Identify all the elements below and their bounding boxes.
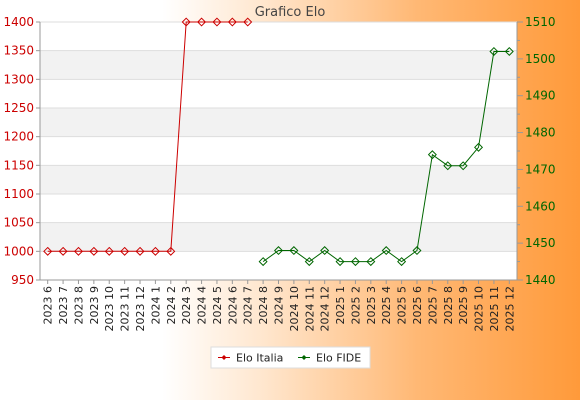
- y-right-tick-label: 1450: [525, 236, 556, 250]
- data-point: [489, 46, 499, 56]
- data-point: [366, 257, 376, 267]
- data-point: [58, 246, 68, 256]
- grid-band: [40, 194, 517, 223]
- grid-band: [40, 50, 517, 80]
- grid-band: [40, 251, 517, 280]
- y-left-tick-label: 950: [11, 273, 34, 287]
- data-point: [381, 246, 391, 256]
- x-tick-label: 2024 9: [273, 286, 286, 325]
- x-tick-label: 2023 7: [57, 286, 70, 325]
- x-tick-label: 2023 9: [88, 286, 101, 325]
- grid-band: [40, 165, 517, 194]
- series-line: [47, 21, 248, 252]
- data-point: [104, 246, 114, 256]
- legend-marker: [301, 355, 307, 360]
- x-tick-label: 2025 1: [334, 286, 347, 325]
- x-tick-label: 2025 4: [380, 286, 393, 325]
- data-point: [197, 17, 207, 27]
- y-right-tick-label: 1440: [525, 273, 556, 287]
- x-tick-label: 2023 11: [119, 286, 132, 332]
- legend-label: Elo Italia: [236, 352, 283, 365]
- x-tick-label: 2024 11: [303, 286, 316, 332]
- data-point: [258, 257, 268, 267]
- grid-band: [40, 108, 517, 137]
- legend-marker: [221, 355, 227, 360]
- x-tick-label: 2025 12: [503, 286, 516, 332]
- data-point: [412, 246, 422, 256]
- data-point: [458, 161, 468, 171]
- x-tick-label: 2025 6: [411, 286, 424, 325]
- legend-label: Elo FIDE: [316, 352, 361, 365]
- data-point: [73, 246, 83, 256]
- data-point: [150, 246, 160, 256]
- grid-band: [40, 22, 517, 51]
- y-left-tick-label: 1100: [3, 187, 34, 201]
- data-point: [304, 257, 314, 267]
- x-tick-label: 2025 10: [473, 286, 486, 332]
- y-right-tick-label: 1480: [525, 126, 556, 140]
- x-tick-label: 2025 3: [365, 286, 378, 325]
- y-right-tick-label: 1500: [525, 52, 556, 66]
- x-tick-label: 2025 9: [457, 286, 470, 325]
- data-point: [504, 46, 514, 56]
- y-right-tick-label: 1460: [525, 199, 556, 213]
- data-point: [273, 246, 284, 256]
- x-tick-label: 2024 2: [165, 286, 178, 325]
- x-tick-label: 2024 4: [196, 286, 209, 325]
- x-tick-label: 2024 7: [242, 286, 255, 325]
- data-point: [135, 246, 145, 256]
- chart-title: Grafico Elo: [255, 5, 326, 20]
- x-tick-label: 2024 8: [257, 286, 270, 325]
- x-tick-label: 2024 5: [211, 286, 224, 325]
- y-right-tick-label: 1490: [525, 89, 556, 103]
- data-point: [474, 142, 484, 152]
- x-tick-label: 2024 3: [180, 286, 193, 325]
- y-right-tick-label: 1510: [525, 15, 556, 29]
- y-left-tick-label: 1250: [3, 101, 34, 115]
- legend-box: [210, 346, 371, 369]
- data-point: [166, 246, 176, 256]
- data-point: [289, 246, 299, 256]
- data-point: [427, 150, 437, 160]
- x-tick-label: 2025 5: [396, 286, 409, 325]
- grid-band: [40, 136, 517, 166]
- x-tick-label: 2023 10: [103, 286, 116, 332]
- x-tick-label: 2023 8: [72, 286, 85, 325]
- x-tick-label: 2025 2: [349, 286, 362, 325]
- x-tick-label: 2023 12: [134, 286, 147, 332]
- y-left-tick-label: 1000: [3, 244, 34, 258]
- x-tick-label: 2024 1: [149, 286, 162, 325]
- data-point: [320, 246, 330, 256]
- data-point: [227, 17, 237, 27]
- data-point: [243, 17, 253, 27]
- grid-band: [40, 79, 517, 108]
- data-point: [89, 246, 99, 256]
- x-tick-label: 2025 7: [426, 286, 439, 325]
- y-left-tick-label: 1050: [3, 216, 34, 230]
- x-tick-label: 2025 11: [488, 286, 501, 332]
- data-point: [120, 246, 130, 256]
- data-point: [212, 17, 222, 27]
- y-left-tick-label: 1350: [3, 44, 34, 58]
- data-point: [397, 257, 407, 267]
- data-point: [350, 257, 360, 267]
- x-tick-label: 2025 8: [442, 286, 455, 325]
- x-tick-label: 2023 6: [42, 286, 55, 325]
- y-left-tick-label: 1400: [3, 15, 34, 29]
- y-left-tick-label: 1300: [3, 72, 34, 86]
- x-tick-label: 2024 6: [226, 286, 239, 325]
- y-left-tick-label: 1200: [3, 130, 34, 144]
- y-right-tick-label: 1470: [525, 162, 556, 176]
- x-tick-label: 2024 12: [319, 286, 332, 332]
- x-tick-label: 2024 10: [288, 286, 301, 332]
- data-point: [443, 161, 453, 171]
- data-point: [43, 246, 53, 256]
- y-left-tick-label: 1150: [3, 158, 34, 172]
- data-point: [181, 17, 191, 27]
- series-line: [262, 51, 510, 263]
- data-point: [335, 257, 345, 267]
